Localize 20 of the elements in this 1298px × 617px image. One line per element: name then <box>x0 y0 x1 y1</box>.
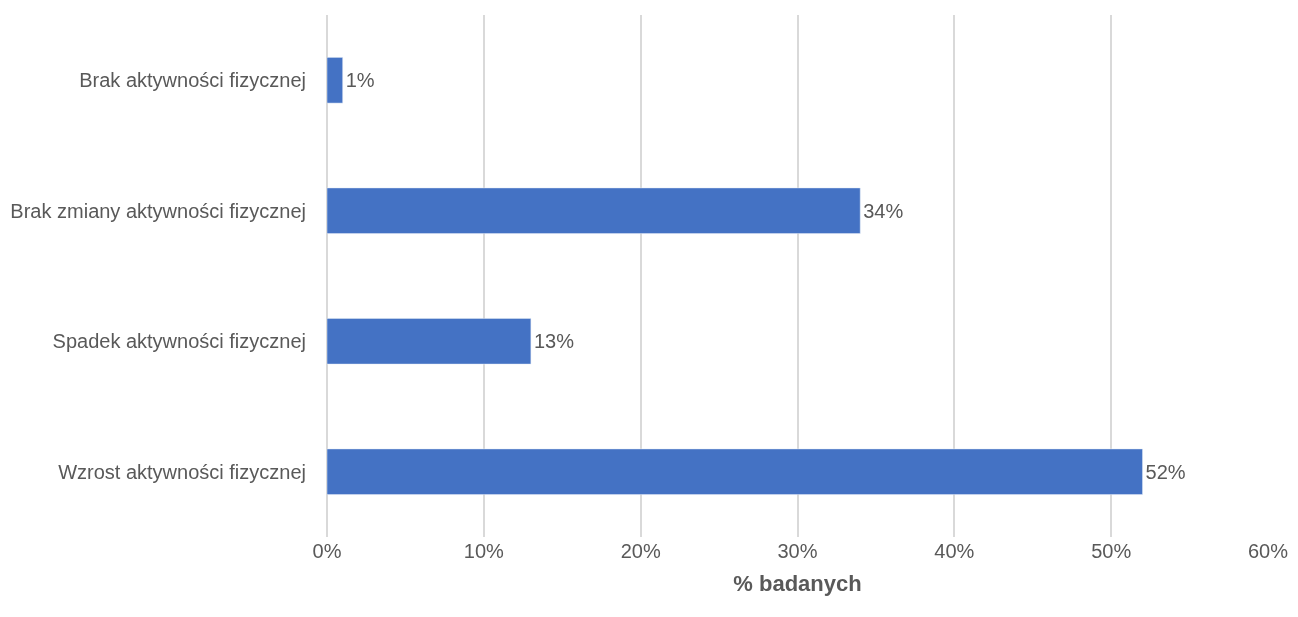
data-label: 52% <box>1145 460 1186 483</box>
data-label: 34% <box>863 199 904 222</box>
x-tick-label: 20% <box>620 540 661 562</box>
bar <box>327 187 861 234</box>
x-tick-label: 60% <box>1247 540 1289 562</box>
y-tick-label: Wzrost aktywności fizycznej <box>58 460 306 483</box>
x-tick-label: 50% <box>1091 540 1132 562</box>
bar <box>327 57 343 104</box>
data-label: 1% <box>345 69 375 92</box>
x-tick-label: 40% <box>934 540 975 562</box>
x-tick-label: 10% <box>463 540 505 562</box>
bar <box>327 448 1143 495</box>
y-tick-label: Brak aktywności fizycznej <box>79 69 306 92</box>
y-tick-label: Brak zmiany aktywności fizycznej <box>10 199 306 222</box>
x-axis-title: % badanych <box>733 570 862 596</box>
x-tick-label: 0% <box>312 540 342 562</box>
y-tick-label: Spadek aktywności fizycznej <box>52 330 306 353</box>
bar <box>327 318 532 365</box>
data-label: 13% <box>533 330 575 353</box>
x-tick-label: 30% <box>777 540 818 562</box>
